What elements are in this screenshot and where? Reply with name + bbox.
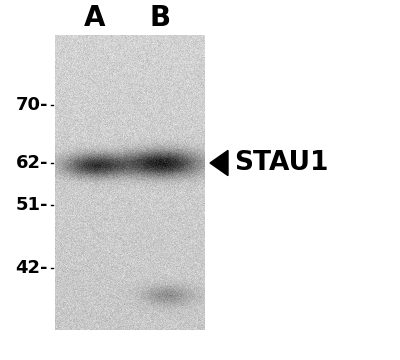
Polygon shape [210, 150, 228, 176]
Text: A: A [84, 4, 106, 32]
Text: B: B [150, 4, 170, 32]
Text: STAU1: STAU1 [234, 150, 328, 176]
Text: 70-: 70- [16, 96, 48, 114]
Text: 62-: 62- [16, 154, 48, 172]
Text: 51-: 51- [16, 196, 48, 214]
Text: 42-: 42- [16, 259, 48, 277]
